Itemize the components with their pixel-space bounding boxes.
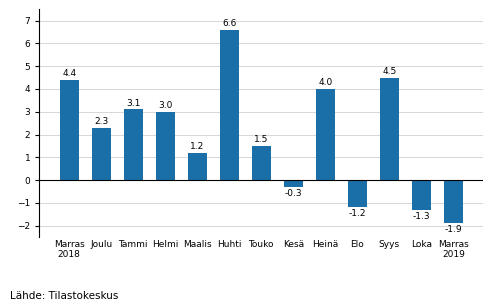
Text: 3.1: 3.1 [126,98,141,108]
Bar [60,80,79,180]
Text: -1.9: -1.9 [445,225,462,234]
Text: 4.0: 4.0 [318,78,332,87]
Bar [348,180,367,208]
Bar [412,180,431,210]
Bar [156,112,175,180]
Text: 3.0: 3.0 [158,101,173,110]
Text: 1.2: 1.2 [190,142,205,151]
Bar [220,30,239,180]
Bar [380,78,399,180]
Text: -1.3: -1.3 [413,212,430,221]
Bar [188,153,207,180]
Bar [444,180,463,223]
Text: 2.3: 2.3 [94,117,108,126]
Bar [92,128,111,180]
Text: 4.4: 4.4 [62,69,76,78]
Text: Lähde: Tilastokeskus: Lähde: Tilastokeskus [10,291,118,301]
Text: 1.5: 1.5 [254,135,269,144]
Text: 4.5: 4.5 [382,67,396,76]
Bar [316,89,335,180]
Text: -0.3: -0.3 [284,189,302,198]
Bar [283,180,303,187]
Text: 6.6: 6.6 [222,19,237,28]
Bar [124,109,143,180]
Text: -1.2: -1.2 [349,209,366,218]
Bar [252,146,271,180]
